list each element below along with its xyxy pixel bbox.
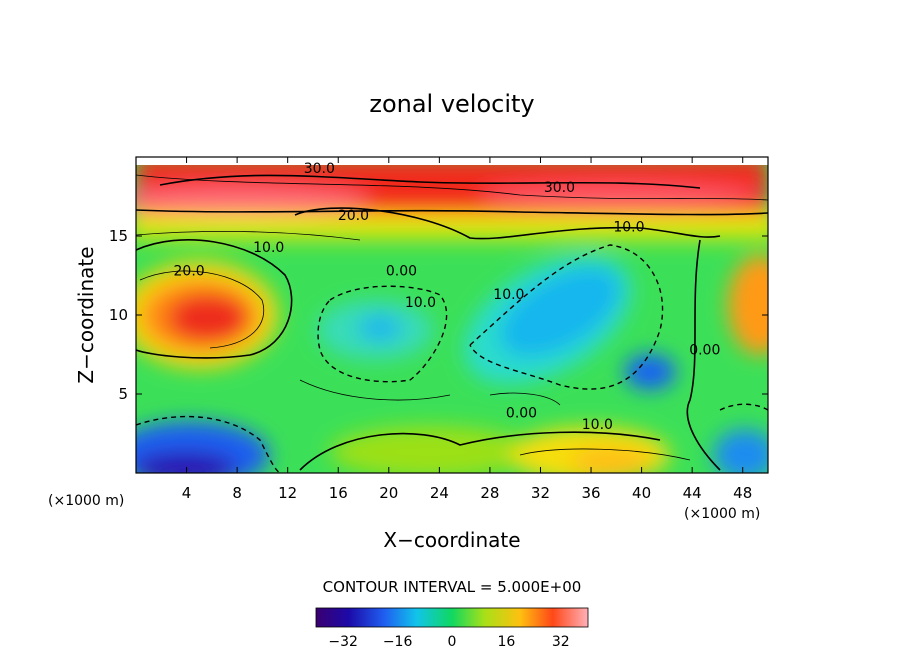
x-axis-ticks: 4 8 12 16 20 24 28 32 36 40 44 48: [182, 157, 752, 502]
x-tick-label: 48: [733, 484, 752, 502]
x-unit-left: (×1000 m): [48, 493, 124, 509]
x-tick-label: 32: [531, 484, 550, 502]
contour-label: 10.0: [405, 295, 436, 311]
colorbar-ticks: −32 −16 0 16 32: [328, 634, 569, 650]
colorbar: [315, 607, 589, 628]
y-tick-label: 15: [109, 227, 128, 245]
contour-label: 10.0: [253, 240, 284, 256]
y-axis-label: Z−coordinate: [74, 246, 98, 383]
y-axis-ticks: 5 10 15: [109, 227, 768, 403]
contour-label: 10.0: [613, 219, 644, 235]
x-tick-label: 4: [182, 484, 192, 502]
contour-label: 0.00: [689, 343, 720, 359]
x-unit-right: (×1000 m): [684, 506, 760, 522]
contour-label: 0.00: [506, 406, 537, 422]
x-axis-label: X−coordinate: [383, 528, 520, 552]
contour-label: 10.0: [582, 417, 613, 433]
colorbar-tick-label: 0: [448, 634, 457, 650]
colorbar-tick-label: 32: [552, 634, 570, 650]
colorbar-tick-label: −32: [328, 634, 358, 650]
contour-interval-text: CONTOUR INTERVAL = 5.000E+00: [323, 578, 582, 596]
chart-title: zonal velocity: [369, 90, 534, 118]
contour-label: 0.00: [386, 264, 417, 280]
colorbar-tick-label: 16: [497, 634, 515, 650]
contour-label: 10.0: [493, 287, 524, 303]
x-tick-label: 16: [329, 484, 348, 502]
y-tick-label: 10: [109, 306, 128, 324]
heatmap-field: [136, 157, 768, 473]
x-tick-label: 12: [278, 484, 297, 502]
contour-label: 30.0: [544, 180, 575, 196]
x-tick-label: 8: [232, 484, 242, 502]
y-tick-label: 5: [118, 385, 128, 403]
contour-labels: 30.0 30.0 20.0 10.0 20.0 0.00 10.0 10.0 10.0 0.00…: [174, 161, 721, 433]
contour-label: 20.0: [174, 264, 205, 280]
x-tick-label: 28: [480, 484, 499, 502]
x-tick-label: 24: [430, 484, 449, 502]
x-tick-label: 40: [632, 484, 651, 502]
x-tick-label: 36: [581, 484, 600, 502]
x-tick-label: 20: [379, 484, 398, 502]
contour-label: 30.0: [304, 161, 335, 177]
colorbar-tick-label: −16: [383, 634, 413, 650]
contour-label: 20.0: [338, 208, 369, 224]
x-tick-label: 44: [683, 484, 702, 502]
